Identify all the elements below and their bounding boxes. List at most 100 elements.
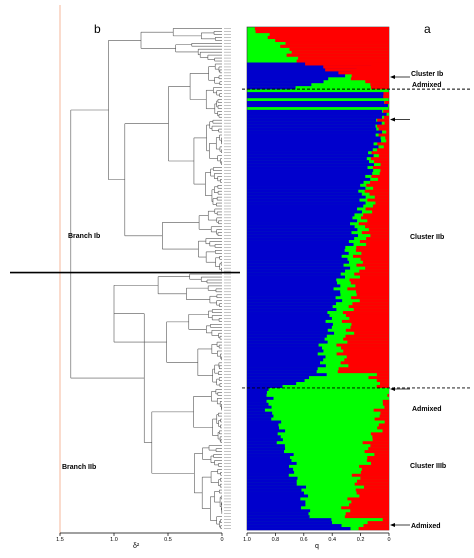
structure-bar-red xyxy=(354,273,389,276)
structure-bar-green xyxy=(332,326,351,329)
structure-bar-green xyxy=(348,258,361,261)
structure-bar-green xyxy=(305,500,351,503)
structure-bar-red xyxy=(379,128,389,131)
structure-bar-blue xyxy=(247,305,333,308)
structure-bar-blue xyxy=(247,160,369,163)
structure-bar-red xyxy=(377,125,389,128)
structure-bar-red xyxy=(380,415,389,418)
structure-bar-green xyxy=(272,412,380,415)
structure-bar-green xyxy=(381,136,386,139)
structure-x-tick-label: 0 xyxy=(387,537,390,543)
structure-bar-green xyxy=(279,426,377,429)
structure-bar-red xyxy=(359,465,389,468)
structure-bar-red xyxy=(365,450,389,453)
structure-bar-red xyxy=(352,302,389,305)
structure-bar-red xyxy=(347,355,389,358)
structure-bar-blue xyxy=(247,376,309,379)
structure-bar-green xyxy=(319,344,337,347)
structure-bar-green xyxy=(267,400,383,403)
structure-bar-red xyxy=(351,500,389,503)
structure-bar-blue xyxy=(247,139,381,142)
structure-bar-red xyxy=(305,63,389,66)
structure-bar-red xyxy=(350,509,389,512)
structure-bar-blue xyxy=(247,113,387,116)
structure-bar-red xyxy=(362,468,389,471)
structure-bar-blue xyxy=(247,302,336,305)
structure-bar-blue xyxy=(247,447,285,450)
structure-bar-green xyxy=(363,205,373,208)
structure-bar-red xyxy=(370,83,389,86)
structure-bar-green xyxy=(366,202,376,205)
structure-bar-green xyxy=(278,432,371,435)
structure-bar-blue xyxy=(247,169,373,172)
structure-bar-green xyxy=(373,169,380,172)
structure-bar-blue xyxy=(247,426,279,429)
structure-bar-green xyxy=(301,489,355,492)
structure-bar-green xyxy=(328,341,348,344)
structure-bar-green xyxy=(310,515,345,518)
structure-bar-green xyxy=(387,113,389,116)
structure-bar-green xyxy=(283,438,373,441)
structure-bar-blue xyxy=(247,397,274,400)
structure-bar-green xyxy=(301,506,341,509)
structure-bar-blue xyxy=(247,486,306,489)
structure-bar-red xyxy=(372,151,389,154)
structure-bar-red xyxy=(380,412,389,415)
structure-bar-red xyxy=(275,39,389,42)
structure-bar-green xyxy=(290,456,367,459)
structure-bar-green xyxy=(327,335,346,338)
structure-bar-blue xyxy=(247,77,328,80)
structure-bar-red xyxy=(384,406,389,409)
structure-bar-green xyxy=(309,376,368,379)
structure-bar-green xyxy=(345,276,360,279)
structure-bar-red xyxy=(363,524,389,527)
structure-bar-red xyxy=(347,287,389,290)
structure-bar-blue xyxy=(247,281,337,284)
structure-bar-green xyxy=(340,284,355,287)
structure-bar-blue xyxy=(247,172,372,175)
structure-bar-blue xyxy=(247,157,367,160)
structure-bar-red xyxy=(361,471,389,474)
structure-bar-green xyxy=(300,497,347,500)
structure-bar-red xyxy=(383,95,389,98)
structure-bar-blue xyxy=(247,264,344,267)
structure-bar-green xyxy=(382,110,383,113)
structure-bar-green xyxy=(374,163,381,166)
structure-bar-green xyxy=(351,231,361,234)
structure-bar-red xyxy=(359,527,389,530)
structure-bar-red xyxy=(364,486,389,489)
structure-bar-green xyxy=(370,178,378,181)
structure-bar-red xyxy=(371,157,389,160)
structure-bar-blue xyxy=(247,512,308,515)
structure-bar-blue xyxy=(247,423,278,426)
structure-bar-green xyxy=(357,207,365,210)
cluster-label-iiib: Cluster IIIb xyxy=(410,463,446,470)
structure-bar-blue xyxy=(247,382,296,385)
structure-bar-blue xyxy=(247,136,381,139)
structure-bar-blue xyxy=(247,462,297,465)
structure-bar-green xyxy=(340,293,356,296)
structure-bar-blue xyxy=(247,163,374,166)
structure-bar-blue xyxy=(247,444,285,447)
structure-bar-blue xyxy=(247,403,269,406)
structure-bar-blue xyxy=(247,415,273,418)
structure-bar-blue xyxy=(247,261,349,264)
structure-bar-blue xyxy=(247,394,267,397)
structure-bar-blue xyxy=(247,125,375,128)
structure-x-tick-label: 0.8 xyxy=(272,537,280,543)
structure-bar-green xyxy=(267,394,388,397)
structure-bar-red xyxy=(255,27,389,30)
structure-bar-blue xyxy=(247,477,298,480)
structure-bar-red xyxy=(384,116,389,119)
structure-bar-green xyxy=(326,320,342,323)
structure-bar-red xyxy=(367,219,389,222)
structure-bar-red xyxy=(366,237,389,240)
structure-bar-green xyxy=(296,382,380,385)
structure-bar-red xyxy=(381,163,389,166)
structure-bar-green xyxy=(326,355,347,358)
structure-bar-blue xyxy=(247,341,328,344)
structure-bar-red xyxy=(356,249,389,252)
structure-bar-red xyxy=(286,42,389,45)
structure-bar-blue xyxy=(247,527,351,530)
structure-bar-red xyxy=(375,202,389,205)
